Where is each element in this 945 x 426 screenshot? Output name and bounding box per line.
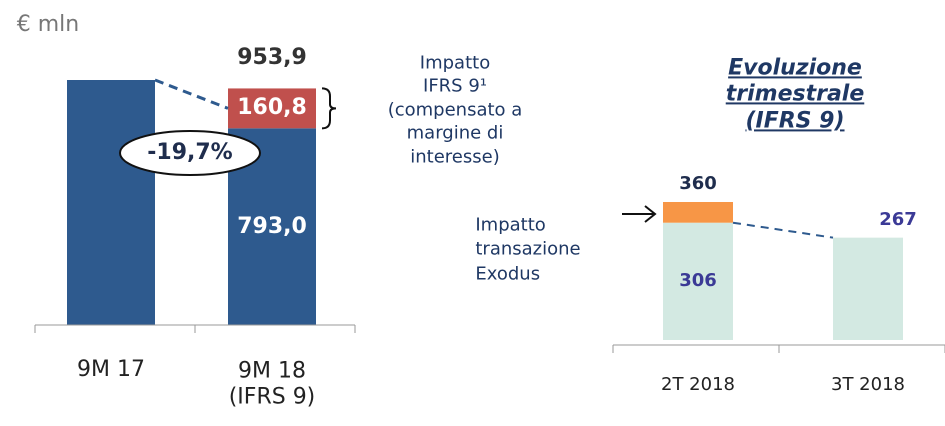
unit-label: € mln (16, 11, 80, 37)
bar-segment (833, 237, 903, 340)
value-label: 267 (879, 208, 917, 230)
bar-segment (663, 222, 733, 340)
trend-line (154, 78, 229, 110)
total-label: 953,9 (237, 45, 307, 71)
change-label: -19,7% (147, 139, 233, 165)
legend-label: Impatto transazione Exodus (475, 214, 581, 285)
bar-segment (663, 202, 733, 223)
bar-segment (67, 80, 155, 325)
chart-title: Evoluzione trimestrale (IFRS 9) (725, 55, 865, 134)
value-label: 793,0 (237, 213, 307, 239)
x-tick-label: 9M 18 (IFRS 9) (228, 358, 316, 410)
bar-segment (228, 88, 316, 129)
value-label: 160,8 (237, 95, 307, 121)
impact-note: Impatto IFRS 9¹ (compensato a margine di… (387, 52, 523, 168)
trend-line (732, 221, 834, 239)
change-bubble (119, 130, 261, 176)
x-tick-label: 9M 17 (77, 356, 145, 382)
legend-arrow (622, 205, 657, 223)
x-tick-label: 3T 2018 (831, 374, 905, 396)
x-tick-label: 2T 2018 (661, 374, 735, 396)
total-label: 360 (679, 173, 717, 195)
brace (321, 87, 337, 130)
value-label: 306 (679, 270, 717, 292)
value-label: 987,8 (76, 48, 146, 74)
